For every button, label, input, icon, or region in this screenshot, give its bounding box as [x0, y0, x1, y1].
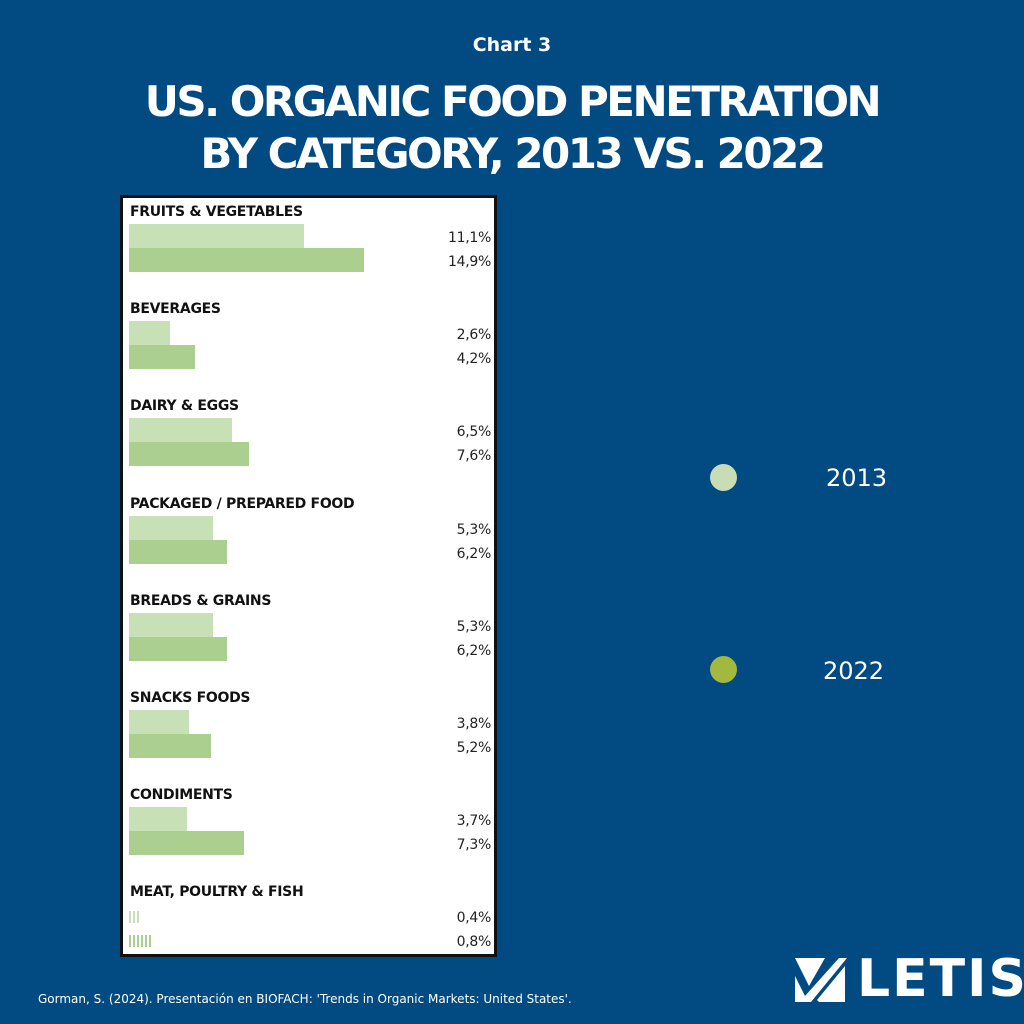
data-label-2022: 5,2%: [456, 740, 492, 756]
page-title: US. ORGANIC FOOD PENETRATION BY CATEGORY…: [0, 76, 1024, 180]
category-label: DAIRY & EGGS: [130, 398, 239, 415]
category-group: FRUITS & VEGETABLES 11,1% 14,9%: [123, 198, 494, 288]
bar-2022: [129, 248, 365, 272]
bar-2022: [129, 734, 212, 758]
bar-2013: [129, 612, 213, 637]
data-label-2013: 5,3%: [456, 618, 492, 635]
bar-2022: [129, 636, 227, 661]
data-label-2013: 5,3%: [456, 521, 492, 538]
category-group: SNACKS FOODS 3,8% 5,2%: [123, 684, 494, 774]
category-group: PACKAGED / PREPARED FOOD 5,3% 6,2%: [123, 490, 494, 580]
bar-2013: [129, 911, 141, 924]
category-label: BEVERAGES: [130, 301, 221, 318]
category-group: MEAT, POULTRY & FISH 0,4% 0,8%: [123, 878, 494, 968]
data-label-2013: 2,6%: [456, 327, 492, 344]
bar-2022: [129, 539, 227, 564]
category-group: DAIRY & EGGS 6,5% 7,6%: [123, 392, 494, 482]
data-label-2013: 0,4%: [456, 910, 492, 927]
bar-2013: [129, 807, 188, 832]
category-label: FRUITS & VEGETABLES: [130, 204, 303, 220]
bar-2022: [129, 442, 250, 467]
bar-2013: [129, 710, 190, 734]
data-label-2022: 6,2%: [456, 545, 492, 562]
data-label-2013: 6,5%: [456, 424, 492, 441]
category-label: MEAT, POULTRY & FISH: [130, 884, 304, 901]
bar-2013: [129, 418, 232, 443]
data-label-2022: 7,6%: [456, 448, 492, 465]
bar-2013: [129, 515, 213, 540]
data-label-2013: 3,8%: [456, 716, 492, 732]
bar-2022: [129, 345, 196, 370]
legend-label-2013: 2013: [826, 464, 888, 492]
chart-subtitle: Chart 3: [472, 34, 552, 56]
bar-2022: [129, 831, 245, 856]
data-label-2022: 0,8%: [456, 934, 492, 951]
category-group: BREADS & GRAINS 5,3% 6,2%: [123, 587, 494, 677]
legend-dot-2022: [710, 656, 737, 683]
category-group: CONDIMENTS 3,7% 7,3%: [123, 781, 494, 871]
category-label: PACKAGED / PREPARED FOOD: [130, 495, 355, 512]
bar-chart: FRUITS & VEGETABLES 11,1% 14,9% BEVERAGES 2,…: [120, 195, 497, 957]
data-label-2022: 6,2%: [456, 642, 492, 659]
source-citation: Gorman, S. (2024). Presentación en BIOFA…: [38, 992, 572, 1006]
bar-2022: [129, 935, 153, 948]
bar-2013: [129, 321, 171, 346]
data-label-2013: 11,1%: [448, 230, 491, 246]
logo-text: LETIS: [857, 949, 1024, 1009]
bar-2013: [129, 224, 305, 248]
title-line-1: US. ORGANIC FOOD PENETRATION: [144, 77, 882, 126]
data-label-2022: 7,3%: [456, 837, 492, 854]
checkmark-logo-icon: [795, 958, 847, 1002]
data-label-2022: 14,9%: [448, 254, 491, 270]
data-label-2013: 3,7%: [456, 813, 492, 830]
category-label: CONDIMENTS: [130, 787, 233, 804]
data-label-2022: 4,2%: [456, 351, 492, 368]
logo: LETIS: [795, 949, 1024, 1009]
category-group: BEVERAGES 2,6% 4,2%: [123, 295, 494, 385]
title-line-2: BY CATEGORY, 2013 VS. 2022: [200, 129, 826, 178]
legend-dot-2013: [710, 464, 737, 491]
category-label: BREADS & GRAINS: [130, 592, 272, 609]
category-label: SNACKS FOODS: [130, 690, 251, 706]
legend-label-2022: 2022: [823, 657, 885, 685]
